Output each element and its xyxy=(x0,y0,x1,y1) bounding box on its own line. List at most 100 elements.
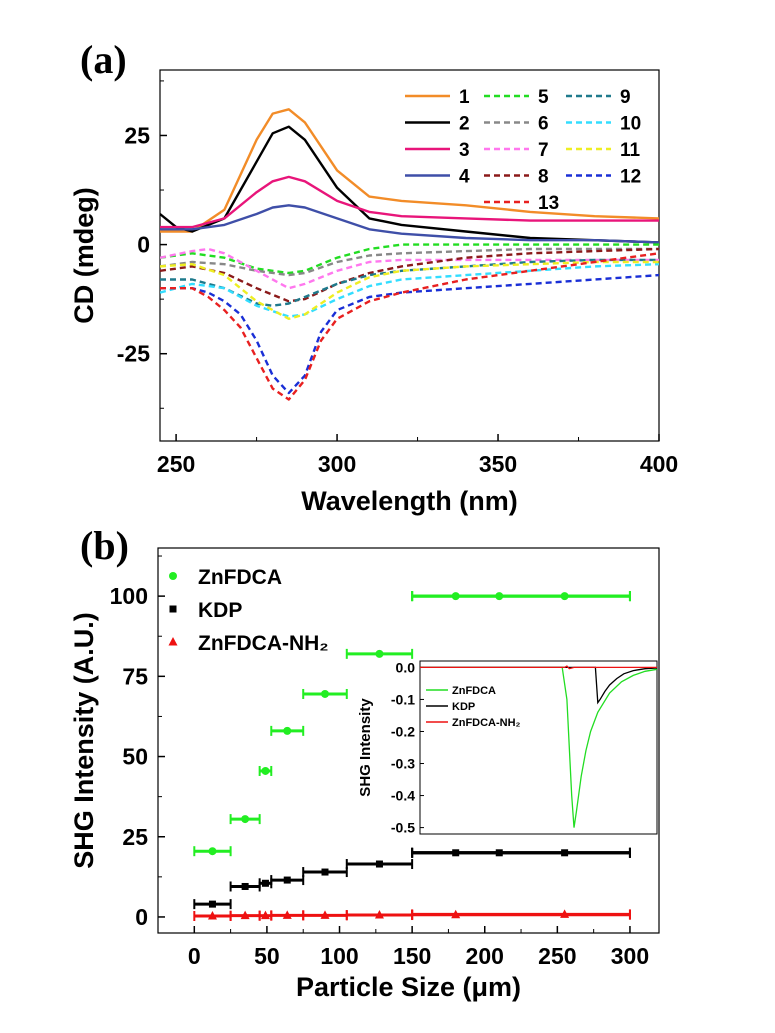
data-point xyxy=(321,689,329,698)
series-group-znfdca-nh xyxy=(193,909,631,921)
legend-marker-kdp xyxy=(169,605,177,613)
series-line-11 xyxy=(160,260,659,320)
inset-y-tick-label: -0.1 xyxy=(391,691,415,707)
y-tick-label-b: 25 xyxy=(122,824,148,850)
series-line-3 xyxy=(160,175,659,229)
inset-y-tick-label: -0.3 xyxy=(391,756,415,772)
legend-label-9: 9 xyxy=(620,87,631,108)
inset-series-line-znfdca-nh xyxy=(420,665,657,670)
inset-legend-label-znfdca-nh: ZnFDCA-NH₂ xyxy=(452,717,521,729)
x-tick-label-b: 200 xyxy=(466,943,504,969)
series-group-znfdca xyxy=(193,591,631,857)
legend-label-4: 4 xyxy=(459,167,470,188)
legend-label-kdp: KDP xyxy=(198,599,242,622)
legend-label-znfdca: ZnFDCA xyxy=(198,566,282,589)
data-point xyxy=(374,910,384,919)
inset-series-line-kdp xyxy=(420,666,658,705)
data-point xyxy=(375,860,383,868)
legend-label-znfdca-nh: ZnFDCA-NH₂ xyxy=(198,632,329,655)
series-group-kdp xyxy=(193,847,631,910)
data-point xyxy=(261,879,269,887)
legend-label-13: 13 xyxy=(538,193,559,214)
legend-label-2: 2 xyxy=(459,114,470,135)
series-line-8 xyxy=(160,247,659,303)
x-tick-label-b: 150 xyxy=(393,943,431,969)
x-tick-label-b: 250 xyxy=(538,943,576,969)
y-axis-title-b: SHG Intensity (A.U.) xyxy=(69,612,99,869)
data-point xyxy=(561,849,569,857)
series-line-6 xyxy=(160,247,659,277)
y-tick-label-b: 100 xyxy=(110,583,148,609)
y-tick-label-a: -25 xyxy=(117,341,150,367)
inset-series-line-znfdca xyxy=(420,666,658,828)
legend-marker-znfdca-nh xyxy=(168,637,178,646)
legend-label-11: 11 xyxy=(620,140,641,161)
data-point xyxy=(375,649,384,658)
series-line-12 xyxy=(160,273,659,395)
inset-y-tick-label: -0.2 xyxy=(391,723,415,739)
data-point xyxy=(208,847,217,856)
legend-label-1: 1 xyxy=(459,87,470,108)
data-point xyxy=(208,900,216,908)
legend-label-6: 6 xyxy=(538,114,549,135)
inset-frame xyxy=(419,660,658,835)
inset-legend-label-kdp: KDP xyxy=(452,701,475,713)
data-point xyxy=(283,726,292,735)
x-axis-title-a: Wavelength (nm) xyxy=(301,486,518,516)
y-tick-label-b: 0 xyxy=(135,904,148,930)
panel-b-label: (b) xyxy=(80,523,129,568)
data-point xyxy=(282,910,292,919)
data-point xyxy=(283,876,291,884)
legend-label-8: 8 xyxy=(538,167,549,188)
data-point xyxy=(560,592,569,601)
x-tick-label-b: 0 xyxy=(188,943,201,969)
x-axis-title-b: Particle Size (μm) xyxy=(296,972,521,1002)
inset-y-tick-label: -0.5 xyxy=(391,820,415,836)
series-line-7 xyxy=(160,247,659,290)
data-point xyxy=(260,910,270,920)
x-tick-label-a: 400 xyxy=(640,451,678,477)
x-tick-label-a: 250 xyxy=(157,451,195,477)
inset-y-tick-label: 0.0 xyxy=(396,659,416,675)
data-point xyxy=(241,882,249,890)
data-point xyxy=(321,868,329,876)
y-tick-label-a: 25 xyxy=(124,122,150,148)
legend-marker-znfdca xyxy=(169,572,177,580)
legend-label-12: 12 xyxy=(620,167,641,188)
data-point xyxy=(560,909,570,918)
panel-b-shg-intensity: 0 50 100 150 200 250 300 0 25 50 75 100 Particle Siz… xyxy=(69,547,660,1002)
data-point xyxy=(207,910,217,920)
series-group-a xyxy=(160,108,659,401)
series-line-13 xyxy=(160,252,659,401)
panel-a-label: (a) xyxy=(80,37,127,82)
x-tick-label-b: 300 xyxy=(611,943,649,969)
y-tick-label-a: 0 xyxy=(137,232,150,258)
x-tick-label-b: 100 xyxy=(320,943,358,969)
data-point xyxy=(261,766,270,775)
legend-label-7: 7 xyxy=(538,140,549,161)
data-point xyxy=(241,815,250,824)
legend-label-3: 3 xyxy=(459,140,470,161)
series-line-1 xyxy=(160,108,659,233)
data-point xyxy=(320,910,330,919)
x-tick-label-a: 300 xyxy=(318,451,356,477)
inset-legend-label-znfdca: ZnFDCA xyxy=(452,685,496,697)
data-point xyxy=(240,910,250,920)
inset-y-tick-label: -0.4 xyxy=(391,788,415,804)
x-tick-label-b: 50 xyxy=(254,943,280,969)
plot-frame-b xyxy=(157,547,660,934)
inset-chart: 0.0 -0.1 -0.2 -0.3 -0.4 -0.5 SHG Intensity ZnFD… xyxy=(357,659,658,836)
legend-b: ZnFDCA KDP ZnFDCA-NH₂ xyxy=(168,566,329,655)
x-tick-label-a: 350 xyxy=(479,451,517,477)
y-tick-label-b: 75 xyxy=(122,663,148,689)
legend-label-10: 10 xyxy=(620,114,641,135)
series-line-10 xyxy=(160,263,659,318)
series-line-5 xyxy=(160,243,659,275)
y-axis-title-a: CD (mdeg) xyxy=(69,187,99,324)
inset-y-axis-title: SHG Intensity xyxy=(357,698,374,797)
legend-label-5: 5 xyxy=(538,87,549,108)
plot-frame-a xyxy=(159,69,660,442)
